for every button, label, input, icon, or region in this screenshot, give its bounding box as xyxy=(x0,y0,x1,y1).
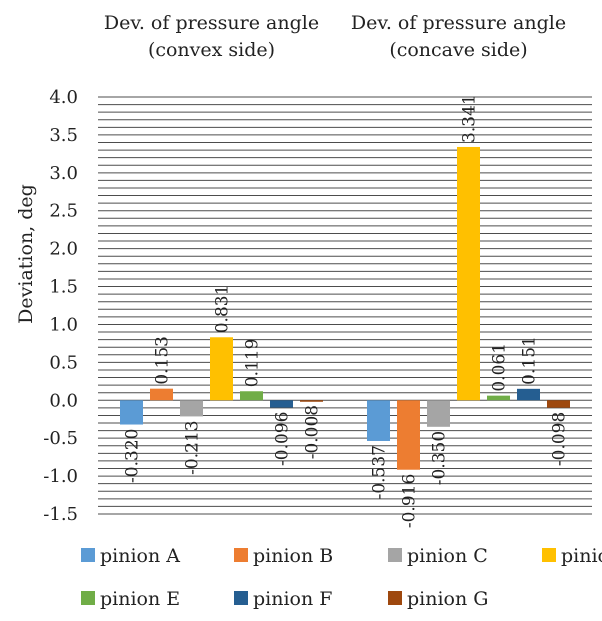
y-tick-label: 4.0 xyxy=(49,87,78,108)
bar xyxy=(180,400,203,417)
legend-label: pinion C xyxy=(407,545,488,567)
y-tick-label: 1.5 xyxy=(49,277,78,298)
bar xyxy=(210,337,233,401)
data-label: 0.119 xyxy=(243,339,263,388)
bar xyxy=(397,400,420,470)
legend-label: pinion B xyxy=(253,545,333,567)
legend-swatch xyxy=(81,548,95,562)
data-label: -0.537 xyxy=(370,445,390,499)
y-tick-label: 3.5 xyxy=(49,125,78,146)
category-title: (concave side) xyxy=(389,39,527,61)
data-label: -0.008 xyxy=(303,405,323,459)
legend-label: pinion F xyxy=(253,588,332,610)
data-label: 0.061 xyxy=(490,343,510,392)
bars xyxy=(120,146,570,470)
legend-swatch xyxy=(234,591,248,605)
y-tick-label: -0.5 xyxy=(43,428,78,449)
data-label: 0.831 xyxy=(213,285,233,334)
data-label: -0.096 xyxy=(273,412,293,466)
category-titles: Dev. of pressure angle (convex side) Dev. … xyxy=(104,12,566,61)
bar xyxy=(487,395,510,401)
bar xyxy=(120,400,143,425)
legend-swatch xyxy=(388,548,402,562)
y-tick-label: -1.0 xyxy=(43,466,78,487)
data-label: 0.153 xyxy=(153,336,173,385)
data-label: -0.350 xyxy=(430,431,450,485)
data-label: -0.320 xyxy=(123,429,143,483)
y-tick-label: 1.0 xyxy=(49,314,78,335)
category-title: Dev. of pressure angle xyxy=(104,12,319,34)
bar xyxy=(300,400,323,402)
legend-label: pinion A xyxy=(100,545,180,567)
y-axis-label: Deviation, deg xyxy=(15,184,37,324)
legend-swatch xyxy=(388,591,402,605)
category-title: Dev. of pressure angle xyxy=(351,12,566,34)
y-tick-label: 0.5 xyxy=(49,352,78,373)
bar xyxy=(150,388,173,401)
grid xyxy=(98,96,592,515)
y-tick-label: 2.5 xyxy=(49,201,78,222)
legend-label: pinion D xyxy=(561,545,602,567)
y-tick-label: 3.0 xyxy=(49,163,78,184)
data-label: -0.213 xyxy=(183,420,203,474)
y-tick-label: 0.0 xyxy=(49,390,78,411)
y-tick-label: -1.5 xyxy=(43,504,78,525)
data-labels: -0.320 0.153 -0.213 0.831 0.119 -0.096 -0.008 -… xyxy=(123,94,570,528)
data-label: 0.151 xyxy=(520,336,540,385)
legend-label: pinion G xyxy=(407,588,488,610)
legend-label: pinion E xyxy=(100,588,180,610)
bar xyxy=(367,400,390,441)
legend-swatch xyxy=(234,548,248,562)
category-title: (convex side) xyxy=(148,39,275,61)
bar xyxy=(457,146,480,401)
bar xyxy=(547,400,570,408)
data-label: -0.098 xyxy=(550,412,570,466)
bar xyxy=(270,400,293,408)
bar xyxy=(427,400,450,427)
data-label: -0.916 xyxy=(400,474,420,528)
legend-swatch xyxy=(81,591,95,605)
legend: pinion A pinion B pinion C pinion D pinion E… xyxy=(81,545,602,610)
data-label: 3.341 xyxy=(460,94,480,143)
bar xyxy=(517,388,540,401)
legend-swatch xyxy=(542,548,556,562)
y-axis-ticks: -1.5 -1.0 -0.5 0.0 0.5 1.0 1.5 2.0 2.5 3.0 3.5 4.0 xyxy=(43,87,78,525)
y-tick-label: 2.0 xyxy=(49,239,78,260)
bar xyxy=(240,391,263,401)
